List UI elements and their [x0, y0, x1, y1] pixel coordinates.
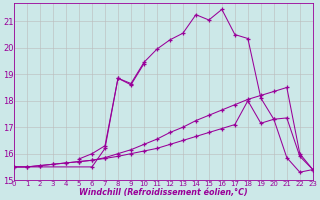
X-axis label: Windchill (Refroidissement éolien,°C): Windchill (Refroidissement éolien,°C) [79, 188, 248, 197]
